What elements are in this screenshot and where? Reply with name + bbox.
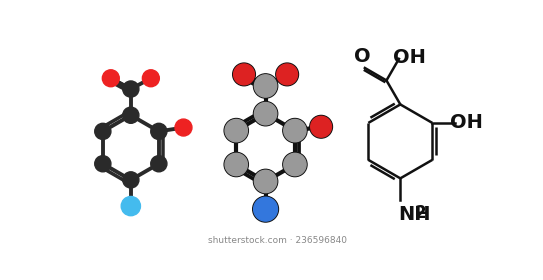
Circle shape bbox=[233, 63, 255, 86]
Text: OH: OH bbox=[393, 48, 426, 67]
Circle shape bbox=[102, 70, 119, 87]
Text: OH: OH bbox=[450, 113, 483, 132]
Text: shutterstock.com · 236596840: shutterstock.com · 236596840 bbox=[209, 235, 348, 245]
Text: 2: 2 bbox=[414, 204, 426, 222]
Circle shape bbox=[276, 63, 299, 86]
Circle shape bbox=[254, 169, 277, 193]
Circle shape bbox=[142, 70, 159, 87]
Circle shape bbox=[254, 74, 277, 98]
Circle shape bbox=[151, 156, 167, 172]
Circle shape bbox=[284, 120, 306, 142]
Circle shape bbox=[175, 119, 192, 136]
Circle shape bbox=[94, 123, 111, 139]
Circle shape bbox=[233, 64, 255, 85]
Circle shape bbox=[225, 153, 248, 176]
Circle shape bbox=[283, 118, 307, 143]
Circle shape bbox=[284, 153, 306, 176]
Circle shape bbox=[254, 197, 277, 221]
Circle shape bbox=[94, 156, 111, 172]
Circle shape bbox=[123, 172, 139, 188]
Circle shape bbox=[151, 123, 167, 139]
Circle shape bbox=[225, 120, 248, 142]
Text: NH: NH bbox=[398, 205, 431, 224]
Circle shape bbox=[254, 102, 277, 126]
Circle shape bbox=[224, 152, 248, 177]
Circle shape bbox=[255, 102, 277, 125]
Circle shape bbox=[121, 197, 141, 216]
Circle shape bbox=[252, 196, 279, 222]
Circle shape bbox=[277, 64, 298, 85]
Circle shape bbox=[123, 81, 139, 97]
Circle shape bbox=[310, 115, 332, 138]
Circle shape bbox=[123, 107, 139, 123]
Circle shape bbox=[283, 152, 307, 177]
Text: O: O bbox=[354, 47, 371, 66]
Circle shape bbox=[224, 118, 248, 143]
Circle shape bbox=[311, 116, 331, 137]
Circle shape bbox=[255, 170, 277, 193]
Circle shape bbox=[255, 75, 277, 97]
